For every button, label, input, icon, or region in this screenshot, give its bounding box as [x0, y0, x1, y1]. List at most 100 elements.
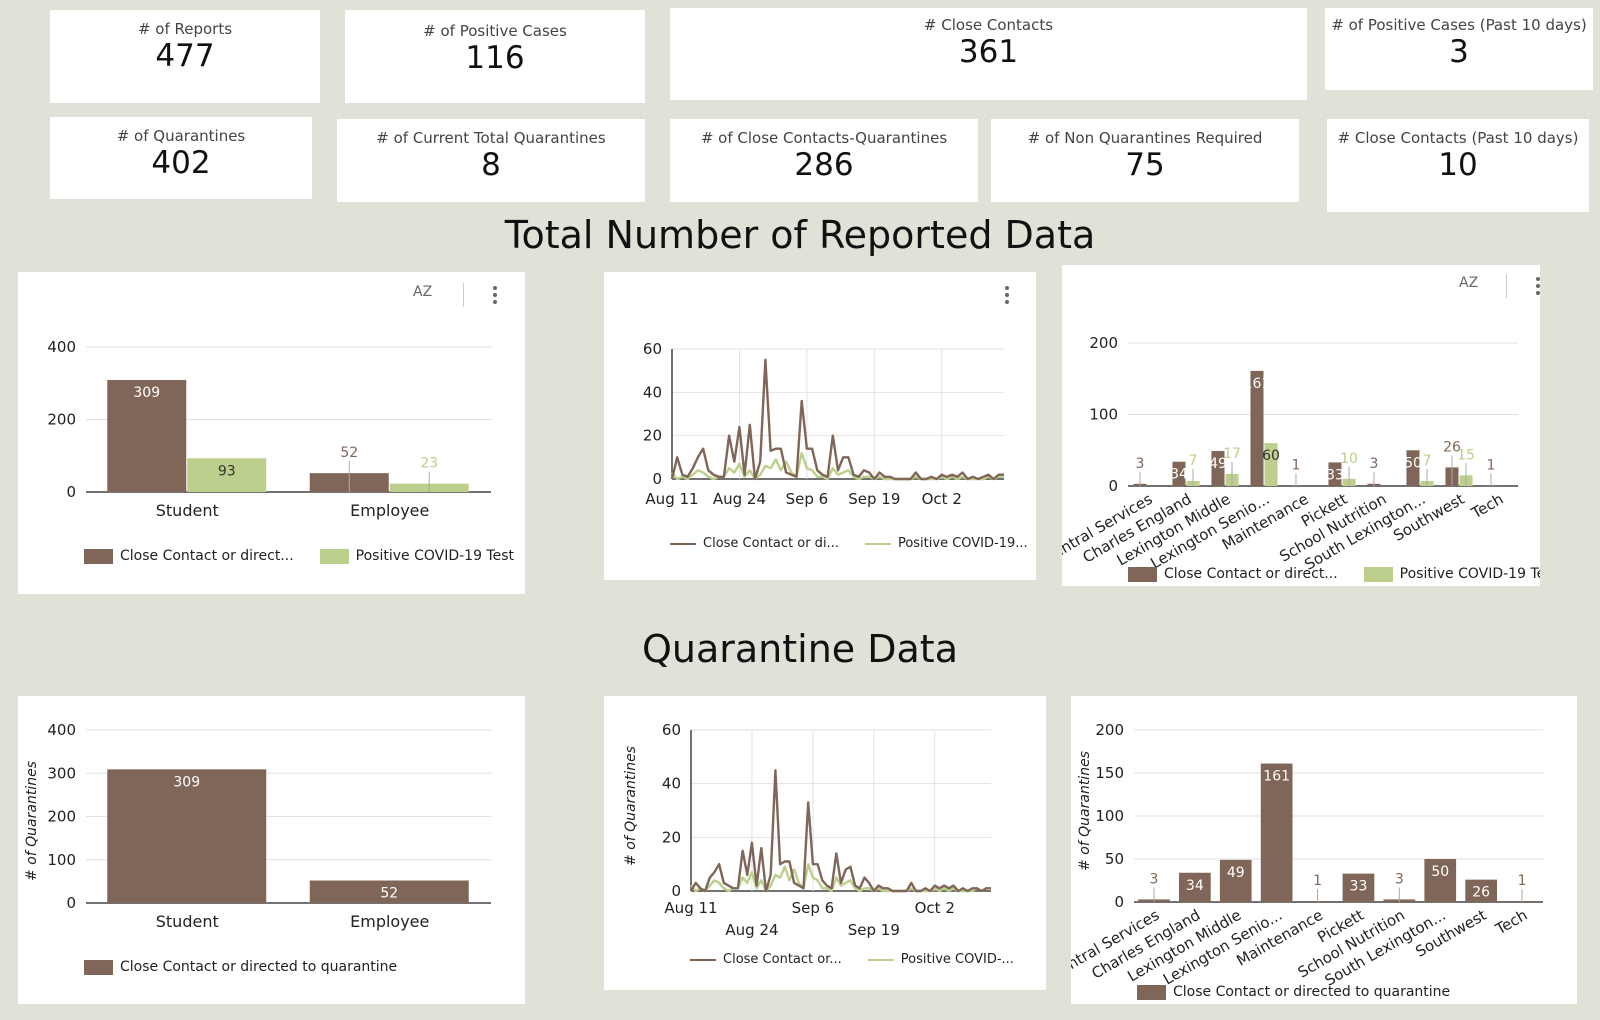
data-label: 60 [1262, 448, 1280, 464]
chart-legend: Close Contact or... Positive COVID-... [690, 952, 1014, 967]
line-series-positive-covid [690, 862, 991, 893]
legend-swatch-close-contact [84, 959, 113, 975]
y-tick-label: 60 [662, 721, 681, 739]
y-tick-label: 100 [47, 851, 76, 869]
legend-swatch-close-contact [84, 548, 113, 564]
chart-card-reported-over-time: 0 20 40 60 Aug 11 Aug 24 Sep 6 Sep 19 Oct 2 Clos… [604, 272, 1036, 580]
chart-card-quarantine-over-time: 0 20 40 60 # of Quarantines Aug 11 Aug 24 Sep 6… [604, 696, 1046, 990]
bar-positive-covid-19-test-lexington-senio [1264, 443, 1278, 486]
sort-az-icon[interactable]: AZ [413, 284, 433, 300]
data-label: 17 [1223, 446, 1241, 462]
data-label: 26 [1472, 885, 1490, 901]
data-label: 7 [1189, 453, 1198, 469]
y-tick-label: 50 [1105, 850, 1124, 868]
y-tick-label: 0 [66, 483, 76, 501]
legend-label-close-contact: Close Contact or di... [703, 536, 839, 551]
data-label: 93 [218, 463, 236, 479]
kpi-label: # of Non Quarantines Required [1027, 129, 1263, 147]
more-options-icon[interactable] [1005, 286, 1009, 307]
data-label: 34 [1186, 878, 1204, 894]
kpi-close-contacts-quarantines: # of Close Contacts-Quarantines 286 [670, 119, 978, 202]
y-tick-label: 20 [662, 828, 681, 846]
kpi-quarantines: # of Quarantines 402 [50, 117, 312, 199]
data-label: 161 [1263, 769, 1290, 785]
y-axis-title: # of Quarantines [24, 761, 40, 881]
y-tick-label: 200 [1095, 721, 1124, 739]
x-tick-label: Tech [1492, 906, 1531, 939]
line-series-positive-covid-19 [671, 451, 1004, 481]
kpi-current-quarantines: # of Current Total Quarantines 8 [337, 119, 645, 202]
kpi-value: 75 [1125, 147, 1165, 183]
chart-quarantine-by-type: 0 100 200 300 400 # of Quarantines 309 Student 5… [24, 721, 491, 931]
data-label: 34 [1170, 467, 1188, 483]
section-title-quarantine: Quarantine Data [641, 627, 958, 671]
data-label: 1 [1292, 457, 1301, 473]
toolbar-divider [463, 283, 464, 307]
more-options-icon[interactable] [1536, 277, 1540, 298]
kpi-value: 116 [465, 40, 525, 76]
x-tick-label: Aug 24 [725, 921, 778, 939]
bar-close-contact-or-directed-to-quarantine-student [107, 769, 267, 903]
legend-line-positive [867, 958, 894, 961]
kpi-label: # of Quarantines [116, 127, 246, 145]
sort-az-icon[interactable]: AZ [1459, 275, 1479, 291]
kpi-label: # of Current Total Quarantines [376, 129, 606, 147]
y-tick-label: 100 [1095, 807, 1124, 825]
data-label: 52 [380, 886, 398, 902]
x-tick-label: Student [156, 912, 219, 931]
x-tick-label: Employee [350, 912, 429, 931]
data-label: 3 [1149, 871, 1158, 887]
data-label: 50 [1431, 864, 1449, 880]
kpi-label: # Close Contacts (Past 10 days) [1337, 129, 1579, 147]
bar-close-contact-or-directed-to-quarantine-lexington-middle [1219, 859, 1252, 902]
chart-card-quarantine-by-type: 0 100 200 300 400 # of Quarantines 309 Student 5… [18, 696, 525, 1004]
legend-label-close-contact: Close Contact or... [723, 952, 842, 967]
y-tick-label: 60 [643, 340, 662, 358]
data-label: 49 [1209, 456, 1227, 472]
line-series-close-contact-or [689, 769, 991, 893]
kpi-positive-past-10-days: # of Positive Cases (Past 10 days) 3 [1325, 8, 1593, 90]
data-label: 15 [1457, 447, 1475, 463]
bar-close-contact-or-directed-to-quarantine-pickett [1342, 873, 1375, 902]
x-tick-label: Sep 19 [848, 490, 900, 508]
bar-close-contact-or-direct-charles-england [1172, 461, 1186, 486]
kpi-label: # of Positive Cases [423, 22, 567, 40]
more-options-icon[interactable] [493, 286, 497, 307]
y-axis-title: # of Quarantines [1077, 751, 1093, 871]
data-label: 3 [1370, 456, 1379, 472]
y-tick-label: 40 [643, 383, 662, 401]
data-label: 1 [1518, 873, 1527, 889]
data-label: 33 [1350, 879, 1368, 895]
y-tick-label: 400 [47, 338, 76, 356]
legend-label-positive: Positive COVID-19... [897, 536, 1028, 551]
x-tick-label: Employee [350, 501, 429, 520]
chart-legend: Close Contact or directed to quarantine [1137, 984, 1450, 1000]
chart-card-quarantine-by-location: 0 50 100 150 200 # of Quarantines 3 Central Ser… [1071, 696, 1577, 1004]
x-tick-label: Aug 24 [713, 490, 766, 508]
y-tick-label: 20 [643, 427, 662, 445]
data-label: 1 [1487, 457, 1496, 473]
legend-line-close-contact [670, 542, 696, 545]
data-label: 26 [1443, 439, 1461, 455]
data-label: 10 [1340, 451, 1358, 467]
legend-label-close-contact: Close Contact or direct... [1164, 566, 1338, 582]
kpi-reports: # of Reports 477 [50, 10, 320, 103]
bar-close-contact-or-direct-student [107, 379, 187, 492]
bar-close-contact-or-directed-to-quarantine-charles-england [1178, 872, 1211, 902]
kpi-value: 3 [1449, 34, 1469, 70]
kpi-label: # of Reports [137, 20, 233, 38]
y-tick-label: 400 [47, 721, 76, 739]
data-label: 309 [133, 385, 160, 401]
legend-swatch-positive [1363, 566, 1393, 582]
data-label: 309 [173, 774, 200, 790]
kpi-value: 477 [155, 38, 215, 74]
y-tick-label: 0 [652, 470, 662, 488]
bar-close-contact-or-direct-lexington-senio [1250, 370, 1264, 486]
y-tick-label: 0 [66, 894, 76, 912]
kpi-non-quarantines: # of Non Quarantines Required 75 [991, 119, 1299, 202]
bar-positive-covid-19-test-student [187, 458, 267, 492]
data-label: 52 [340, 445, 358, 461]
kpi-label: # of Positive Cases (Past 10 days) [1331, 16, 1587, 34]
x-tick-label: Student [156, 501, 219, 520]
